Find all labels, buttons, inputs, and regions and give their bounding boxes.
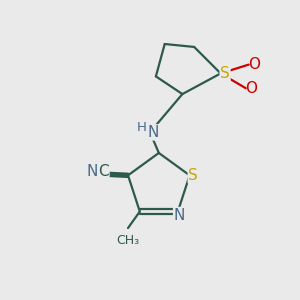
Text: O: O: [248, 57, 260, 72]
Text: N: N: [148, 125, 159, 140]
Text: S: S: [188, 168, 198, 183]
Text: S: S: [220, 66, 230, 81]
Text: CH₃: CH₃: [116, 234, 140, 247]
Text: C: C: [98, 164, 109, 179]
Text: H: H: [137, 122, 147, 134]
Text: O: O: [245, 81, 257, 96]
Text: N: N: [174, 208, 185, 223]
Text: N: N: [86, 164, 98, 179]
